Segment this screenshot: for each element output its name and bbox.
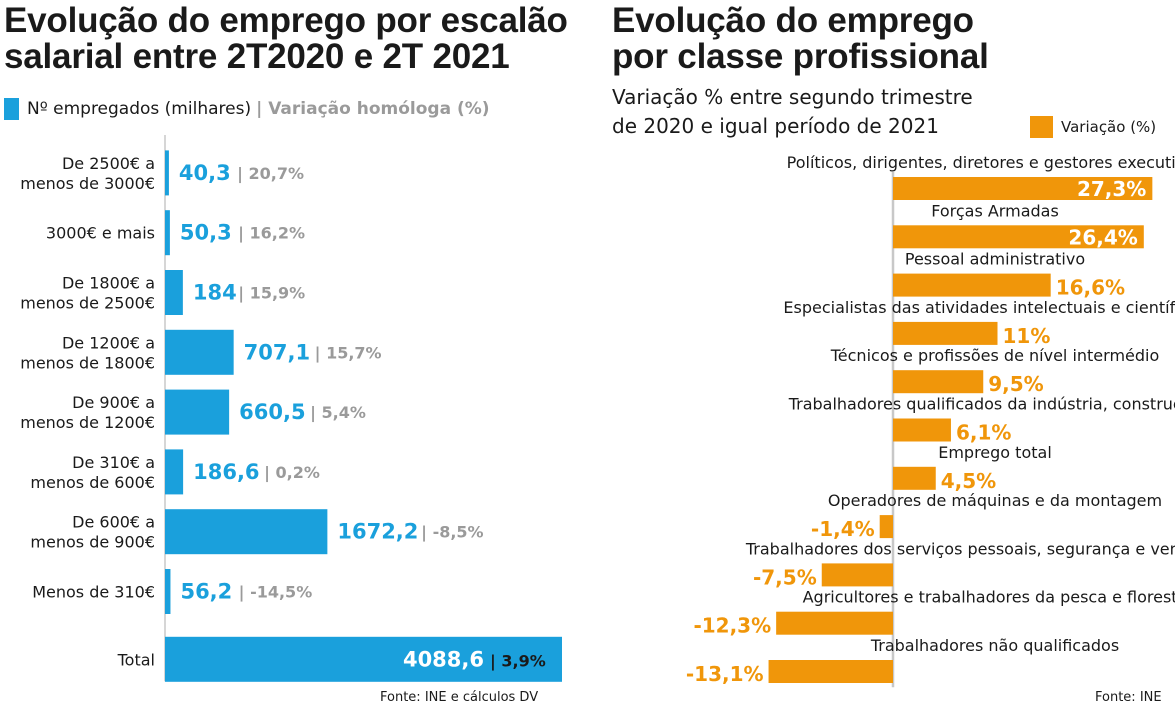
- left-bar: [165, 449, 184, 495]
- left-bar: [165, 509, 328, 555]
- right-value-label: 4,5%: [941, 469, 996, 493]
- left-category-label: menos de 3000€: [20, 174, 155, 193]
- left-variation-label: | -8,5%: [421, 523, 483, 543]
- right-bar: [893, 273, 1051, 297]
- left-category-label: De 900€ a: [72, 393, 155, 412]
- right-category-label: Trabalhadores dos serviços pessoais, seg…: [745, 539, 1175, 558]
- right-value-label: 16,6%: [1056, 276, 1125, 300]
- left-legend: Nº empregados (milhares) | Variação homó…: [4, 98, 490, 120]
- left-value-label: 50,3: [180, 221, 232, 245]
- right-bar: [821, 563, 893, 587]
- right-value-label: 27,3%: [1077, 177, 1146, 201]
- left-title-line2: salarial entre 2T2020 e 2T 2021: [4, 37, 510, 76]
- right-legend: Variação (%): [1030, 116, 1156, 138]
- left-category-label: De 600€ a: [72, 513, 155, 532]
- left-bar: [165, 150, 169, 196]
- right-bar: [776, 611, 893, 635]
- left-value-label: 1672,2: [337, 520, 418, 544]
- left-variation-label: | 5,4%: [310, 403, 366, 423]
- left-value-label: 186,6: [193, 460, 259, 484]
- right-value-label: -13,1%: [686, 662, 764, 686]
- left-value-label: 184: [193, 281, 237, 305]
- right-category-label: Especialistas das atividades intelectuai…: [783, 298, 1175, 317]
- right-category-label: Políticos, dirigentes, diretores e gesto…: [787, 153, 1175, 172]
- legend-swatch-employees: [4, 98, 19, 120]
- left-value-label: 40,3: [179, 161, 231, 185]
- legend-variation-label: | Variação homóloga (%): [256, 99, 490, 119]
- left-category-label: De 2500€ a: [62, 154, 155, 173]
- left-category-label: 3000€ e mais: [46, 224, 155, 243]
- left-variation-label: | 15,7%: [315, 343, 382, 363]
- left-bar: [165, 569, 171, 614]
- right-category-label: Emprego total: [938, 443, 1052, 462]
- left-variation-label: | -14,5%: [239, 583, 313, 603]
- right-bar: [893, 466, 936, 490]
- left-category-label: Total: [117, 650, 155, 669]
- left-variation-label: | 15,9%: [238, 284, 305, 304]
- left-value-label: 4088,6: [403, 647, 484, 671]
- right-value-label: -7,5%: [753, 565, 817, 589]
- left-value-label: 660,5: [239, 400, 305, 424]
- legend-swatch-variation: [1030, 116, 1053, 138]
- left-category-label: De 1800€ a: [62, 274, 155, 293]
- right-title-line1: Evolução do emprego: [612, 1, 974, 40]
- left-title-line1: Evolução do emprego por escalão: [4, 1, 568, 40]
- right-bar: [893, 321, 998, 345]
- left-category-label: menos de 1200€: [20, 413, 155, 432]
- right-title-line2: por classe profissional: [612, 37, 989, 76]
- left-variation-label: | 20,7%: [237, 164, 304, 184]
- right-bar: [768, 660, 893, 683]
- left-bar: [165, 389, 230, 435]
- left-variation-label: | 16,2%: [238, 224, 305, 244]
- right-value-label: -12,3%: [693, 614, 771, 638]
- left-bar: [165, 210, 170, 256]
- right-value-label: 11%: [1003, 324, 1051, 348]
- right-source: Fonte: INE: [1095, 690, 1162, 705]
- left-category-label: De 310€ a: [72, 453, 155, 472]
- right-bar: [893, 177, 1153, 200]
- right-value-label: 26,4%: [1068, 225, 1137, 249]
- left-source: Fonte: INE e cálculos DV: [380, 690, 539, 705]
- right-bar: [893, 370, 984, 394]
- left-value-label: 56,2: [180, 580, 232, 604]
- left-variation-label: | 3,9%: [490, 651, 546, 671]
- right-value-label: -1,4%: [811, 517, 875, 541]
- left-bar: [165, 270, 183, 315]
- right-category-label: Trabalhadores não qualificados: [870, 636, 1119, 655]
- right-category-label: Trabalhadores qualificados da indústria,…: [788, 395, 1175, 414]
- right-category-label: Agricultores e trabalhadores da pesca e …: [803, 588, 1175, 607]
- legend-employees-label: Nº empregados (milhares): [27, 99, 252, 119]
- left-variation-label: | 0,2%: [264, 463, 320, 483]
- left-category-label: menos de 2500€: [20, 294, 155, 313]
- right-value-label: 6,1%: [956, 421, 1011, 445]
- legend-variation-pct-label: Variação (%): [1061, 118, 1157, 136]
- right-bar: [893, 225, 1144, 249]
- left-category-label: menos de 900€: [30, 533, 155, 552]
- left-category-label: menos de 1800€: [20, 353, 155, 372]
- left-bar: [165, 329, 234, 375]
- right-subtitle-line2: de 2020 e igual período de 2021: [612, 114, 939, 138]
- right-bar: [879, 515, 893, 539]
- left-value-label: 707,1: [244, 340, 310, 364]
- left-category-label: Menos de 310€: [32, 583, 155, 602]
- right-bar: [893, 418, 951, 442]
- left-category-label: De 1200€ a: [62, 333, 155, 352]
- right-chart: Políticos, dirigentes, diretores e gesto…: [686, 153, 1175, 688]
- right-category-label: Técnicos e profissões de nível intermédi…: [830, 346, 1160, 365]
- left-category-label: menos de 600€: [30, 473, 155, 492]
- right-value-label: 9,5%: [988, 372, 1043, 396]
- right-category-label: Forças Armadas: [931, 201, 1059, 220]
- right-subtitle-line1: Variação % entre segundo trimestre: [612, 85, 973, 109]
- right-category-label: Pessoal administrativo: [905, 250, 1085, 269]
- right-category-label: Operadores de máquinas e da montagem: [828, 491, 1162, 510]
- left-bar: [165, 636, 562, 682]
